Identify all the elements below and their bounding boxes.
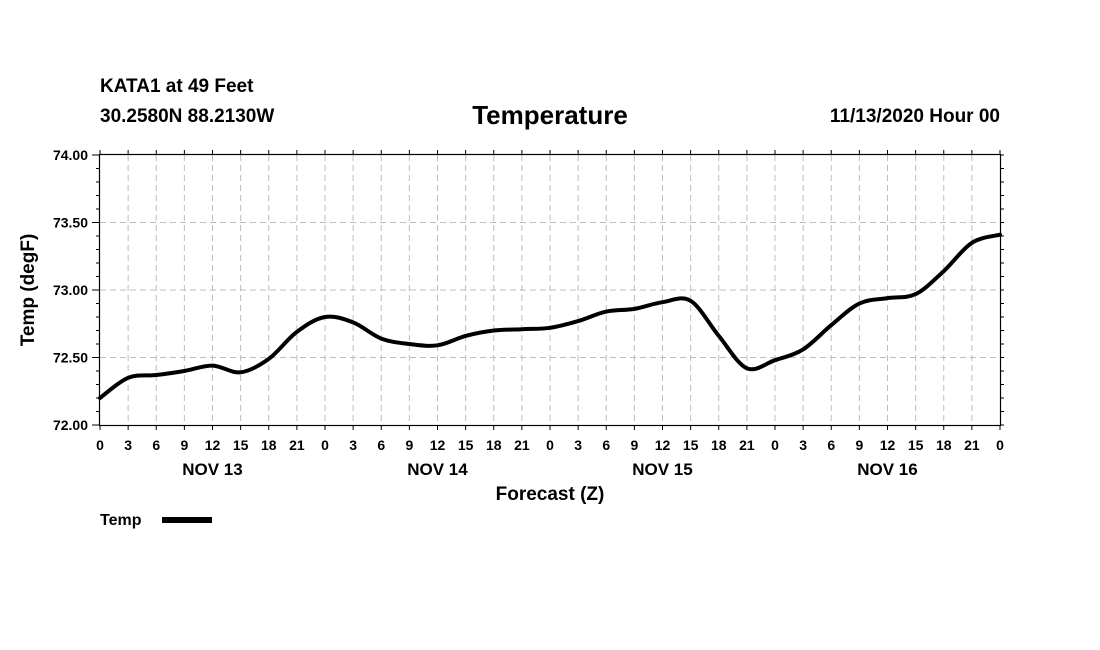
- x-tick-label: 21: [289, 437, 305, 453]
- x-tick-label: 9: [405, 437, 413, 453]
- x-tick-label: 15: [233, 437, 249, 453]
- x-tick-label: 12: [655, 437, 671, 453]
- x-tick-label: 12: [430, 437, 446, 453]
- y-axis-label: Temp (degF): [18, 234, 39, 347]
- grid-lines: [100, 155, 1000, 425]
- day-label: NOV 16: [857, 460, 917, 479]
- temp-series-line: [98, 232, 1002, 400]
- x-tick-label: 21: [514, 437, 530, 453]
- x-tick-label: 0: [96, 437, 104, 453]
- x-tick-label: 21: [739, 437, 755, 453]
- x-tick-label: 18: [486, 437, 502, 453]
- day-label: NOV 14: [407, 460, 468, 479]
- y-tick-label: 72.00: [53, 417, 88, 433]
- x-tick-label: 6: [602, 437, 610, 453]
- day-labels: NOV 13 NOV 14 NOV 15 NOV 16: [182, 460, 917, 479]
- x-tick-label: 12: [880, 437, 896, 453]
- x-tick-label: 9: [855, 437, 863, 453]
- station-name: KATA1 at 49 Feet: [100, 76, 254, 97]
- y-tick-labels: 72.00 72.50 73.00 73.50 74.00: [53, 147, 88, 433]
- axis-ticks: [92, 150, 1004, 430]
- x-tick-label: 0: [996, 437, 1004, 453]
- x-tick-label: 0: [321, 437, 329, 453]
- x-tick-label: 3: [799, 437, 807, 453]
- x-tick-label: 6: [377, 437, 385, 453]
- x-tick-label: 6: [827, 437, 835, 453]
- x-tick-label: 18: [936, 437, 952, 453]
- day-label: NOV 13: [182, 460, 242, 479]
- chart-title: Temperature: [472, 100, 628, 130]
- x-tick-label: 12: [205, 437, 221, 453]
- x-tick-label: 18: [261, 437, 277, 453]
- x-tick-label: 15: [908, 437, 924, 453]
- x-tick-label: 9: [630, 437, 638, 453]
- y-tick-label: 74.00: [53, 147, 88, 163]
- x-tick-label: 21: [964, 437, 980, 453]
- forecast-run-time: 11/13/2020 Hour 00: [829, 106, 1000, 127]
- y-tick-label: 73.00: [53, 282, 88, 298]
- x-tick-label: 3: [574, 437, 582, 453]
- x-tick-label: 0: [771, 437, 779, 453]
- x-tick-label: 3: [349, 437, 357, 453]
- station-coordinates: 30.2580N 88.2130W: [100, 106, 275, 127]
- x-tick-label: 15: [683, 437, 699, 453]
- x-tick-label: 15: [458, 437, 474, 453]
- x-tick-label: 9: [180, 437, 188, 453]
- x-tick-label: 18: [711, 437, 727, 453]
- x-tick-label: 0: [546, 437, 554, 453]
- x-tick-label: 3: [124, 437, 132, 453]
- day-label: NOV 15: [632, 460, 692, 479]
- plot-frame: [98, 153, 1002, 427]
- x-tick-labels: 0 3 6 9 12 15 18 21 0 3 6 9 12 15 18 21 0 3 6 9 12 15 18 21 0 3 6 9…: [96, 437, 1004, 453]
- legend-label: Temp: [100, 512, 142, 529]
- x-tick-label: 6: [152, 437, 160, 453]
- y-tick-label: 72.50: [53, 350, 88, 366]
- x-axis-label: Forecast (Z): [496, 484, 605, 505]
- y-tick-label: 73.50: [53, 215, 88, 231]
